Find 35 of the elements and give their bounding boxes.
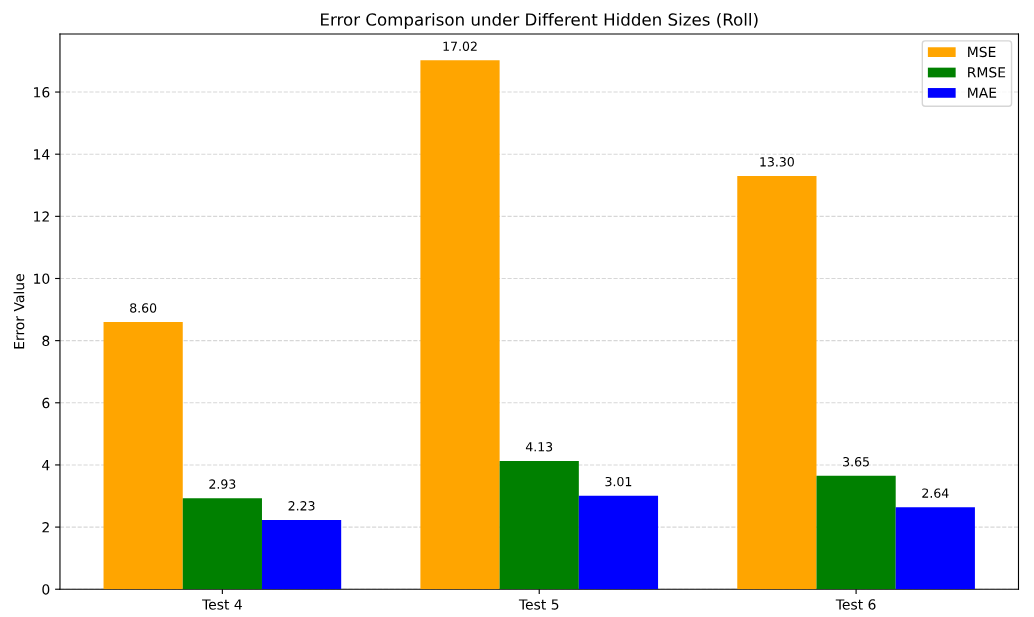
- bar: [420, 60, 500, 590]
- y-tick-label: 16: [34, 87, 50, 98]
- legend-label: RMSE: [968, 67, 1006, 78]
- data-label: 3.01: [605, 476, 632, 487]
- y-tick-label: 12: [34, 211, 49, 222]
- y-tick-label: 6: [42, 397, 50, 409]
- bar: [261, 519, 342, 590]
- data-label: 3.65: [843, 456, 869, 467]
- y-tick-label: 4: [42, 460, 50, 471]
- y-tick-label: 0: [42, 584, 50, 595]
- bar: [499, 460, 579, 590]
- bar: [895, 507, 975, 590]
- legend-label: MSE: [968, 46, 996, 58]
- data-label: 13.30: [760, 157, 794, 167]
- chart-title: Error Comparison under Different Hidden Sizes (Roll): [321, 12, 758, 30]
- bar: [578, 495, 659, 590]
- bar: [816, 475, 896, 590]
- x-tick-label: Test 6: [835, 599, 876, 610]
- bar: [737, 175, 817, 590]
- y-tick-label: 2: [42, 522, 49, 533]
- data-label: 2.93: [209, 479, 236, 489]
- bar: [182, 498, 262, 590]
- x-tick-label: Test 5: [518, 599, 559, 610]
- x-tick-label: Test 4: [202, 599, 242, 610]
- data-label: 2.23: [288, 501, 315, 511]
- y-axis-title: Error Value: [13, 274, 25, 349]
- y-tick-label: 10: [34, 273, 50, 284]
- data-label: 8.60: [130, 303, 157, 313]
- data-label: 17.02: [443, 41, 477, 51]
- data-label: 4.13: [525, 442, 553, 452]
- data-label: 2.64: [922, 488, 949, 498]
- y-tick-label: 8: [42, 335, 50, 347]
- bar: [103, 321, 183, 590]
- legend-label: MAE: [968, 87, 997, 98]
- y-tick-label: 14: [34, 149, 50, 160]
